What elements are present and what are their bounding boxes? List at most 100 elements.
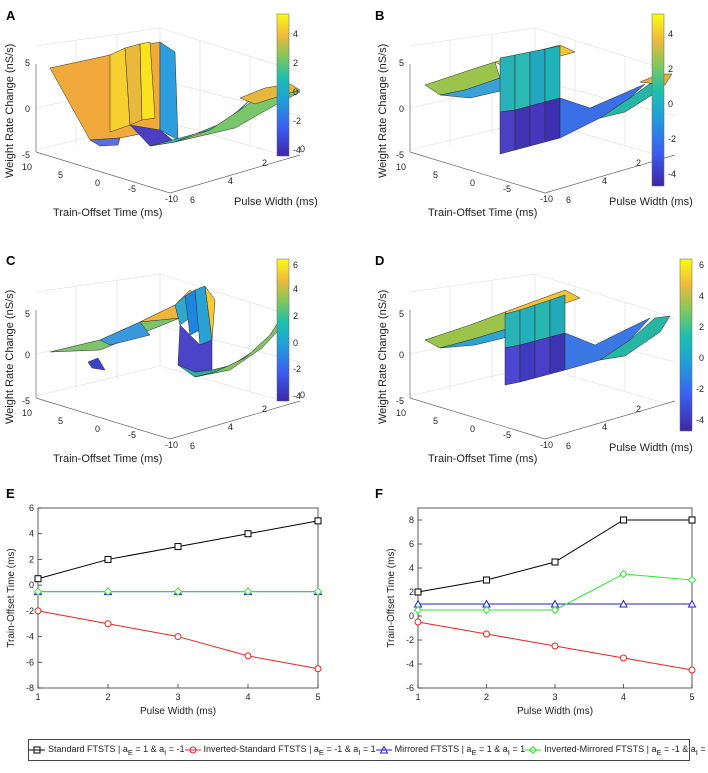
svg-text:0: 0 <box>25 104 30 114</box>
svg-text:-10: -10 <box>540 440 553 450</box>
z-ticks-b: 5 0 -5 <box>396 58 404 160</box>
x-label-a: Train-Offset Time (ms) <box>53 207 162 219</box>
panel-a: A <box>4 8 318 219</box>
point-f-invmirrored-3 <box>619 569 628 579</box>
svg-text:4: 4 <box>228 176 233 186</box>
svg-text:4: 4 <box>668 29 673 39</box>
svg-text:-4: -4 <box>696 415 704 425</box>
svg-text:0: 0 <box>699 353 704 363</box>
svg-text:6: 6 <box>190 441 195 451</box>
colorbar-ticks-a: 4 2 0 -2 -4 <box>293 29 301 155</box>
x-tick-label-f-3: 4 <box>621 692 626 702</box>
y-tick-label-e-7: 6 <box>29 503 34 513</box>
y-tick-label-e-5: 2 <box>29 554 34 564</box>
svg-text:6: 6 <box>699 260 704 270</box>
svg-text:0: 0 <box>293 87 298 97</box>
point-f-standard-0 <box>414 588 422 596</box>
svg-text:0: 0 <box>95 178 100 188</box>
svg-text:10: 10 <box>396 162 406 172</box>
svg-text:0: 0 <box>25 350 30 360</box>
svg-text:0: 0 <box>300 390 305 400</box>
y-tick-label-e-3: -2 <box>26 606 34 616</box>
panel-c: C <box>4 253 305 465</box>
y-tick-label-f-1: -4 <box>406 659 414 669</box>
point-f-mirrored-3 <box>619 599 628 608</box>
point-e-inverted-3 <box>244 652 252 660</box>
y-label-b: Pulse Width (ms) <box>609 196 693 208</box>
point-e-standard-0 <box>34 575 42 583</box>
svg-text:2: 2 <box>699 322 704 332</box>
x-tick-label-f-4: 5 <box>689 692 694 702</box>
svg-text:5: 5 <box>399 58 404 68</box>
svg-text:-4: -4 <box>293 391 301 401</box>
line-chart-f: -6 -4 -2 0 2 4 6 8 1 2 3 4 5 Pulse Width (ms) Train-Of… <box>386 507 697 717</box>
point-f-inverted-1 <box>483 630 490 638</box>
point-e-inverted-2 <box>174 633 182 641</box>
x-tick-label-e-1: 2 <box>105 692 110 702</box>
colorbar-c <box>276 258 290 402</box>
svg-text:-5: -5 <box>22 150 30 160</box>
y-tick-label-f-3: 0 <box>409 611 414 621</box>
svg-text:4: 4 <box>602 176 607 186</box>
x-tick-label-e-2: 3 <box>175 692 180 702</box>
svg-text:-2: -2 <box>668 134 676 144</box>
legend-label-invmirrored: Inverted-Mirrored FTSTS | aE = -1 & aI =… <box>544 743 708 757</box>
svg-text:-2: -2 <box>293 364 301 374</box>
x-tick-label-f-0: 1 <box>415 692 420 702</box>
svg-text:6: 6 <box>293 260 298 270</box>
svg-text:2: 2 <box>262 404 267 414</box>
svg-text:-10: -10 <box>165 194 178 204</box>
svg-text:4: 4 <box>699 291 704 301</box>
colorbar-ticks-b: 4 2 0 -2 -4 <box>668 29 676 179</box>
z-ticks-a: 5 0 -5 <box>22 58 30 160</box>
svg-text:10: 10 <box>396 408 406 418</box>
point-f-invmirrored-4 <box>687 575 697 585</box>
panel-label-f: F <box>375 486 383 501</box>
svg-text:2: 2 <box>636 404 641 414</box>
point-e-invmirrored-3 <box>243 587 253 596</box>
svg-text:0: 0 <box>95 424 100 434</box>
svg-text:10: 10 <box>22 408 32 418</box>
legend-label-standard: Standard FTSTS | aE = 1 & aI = -1 <box>48 743 185 757</box>
panel-label-c: C <box>6 253 16 268</box>
point-e-inverted-0 <box>34 607 42 615</box>
z-ticks-d: 5 0 -5 <box>396 309 404 406</box>
plot-area-f <box>417 507 693 689</box>
y-tick-label-f-5: 4 <box>409 563 414 573</box>
svg-text:2: 2 <box>262 158 267 168</box>
svg-text:-10: -10 <box>165 440 178 450</box>
x-tick-label-f-2: 3 <box>552 692 557 702</box>
svg-text:-5: -5 <box>503 430 511 440</box>
svg-text:5: 5 <box>399 309 404 319</box>
y-ticks-a: 6 4 2 0 <box>190 144 305 205</box>
svg-text:-4: -4 <box>293 145 301 155</box>
point-f-invmirrored-2 <box>550 605 560 615</box>
legend-swatch-invmirrored <box>525 745 542 755</box>
colorbar-a <box>276 13 290 157</box>
plot-area-e <box>37 507 319 689</box>
svg-text:5: 5 <box>25 58 30 68</box>
x-ticks-c: 10 5 0 -5 -10 <box>22 408 178 450</box>
colorbar-ticks-c: 6 4 2 0 -2 -4 <box>293 260 301 401</box>
svg-text:2: 2 <box>293 311 298 321</box>
svg-text:4: 4 <box>602 422 607 432</box>
y-tick-label-f-4: 2 <box>409 587 414 597</box>
colorbar-b <box>651 13 665 187</box>
svg-text:-4: -4 <box>668 169 676 179</box>
colorbar-d <box>679 258 693 432</box>
x-tick-label-f-1: 2 <box>484 692 489 702</box>
colorbar-ticks-d: 6 4 2 0 -2 -4 <box>696 260 704 425</box>
z-label-d: Weight Rate Change (nS/s) <box>377 290 389 424</box>
line-chart-e: -8 -6 -4 -2 0 2 4 6 1 2 3 4 5 Pulse Width (ms) Train-O… <box>6 503 323 717</box>
svg-text:0: 0 <box>293 338 298 348</box>
point-f-invmirrored-1 <box>482 605 491 615</box>
z-label-a: Weight Rate Change (nS/s) <box>4 44 16 178</box>
legend-swatch-mirrored <box>375 745 392 754</box>
legend-item-standard: Standard FTSTS | aE = 1 & aI = -1 <box>29 743 185 757</box>
x-ticks-b: 10 5 0 -5 -10 <box>396 162 553 204</box>
svg-text:2: 2 <box>636 158 641 168</box>
svg-text:4: 4 <box>228 422 233 432</box>
point-e-invmirrored-4 <box>313 587 323 596</box>
x-axis-label-f: Pulse Width (ms) <box>517 706 593 717</box>
